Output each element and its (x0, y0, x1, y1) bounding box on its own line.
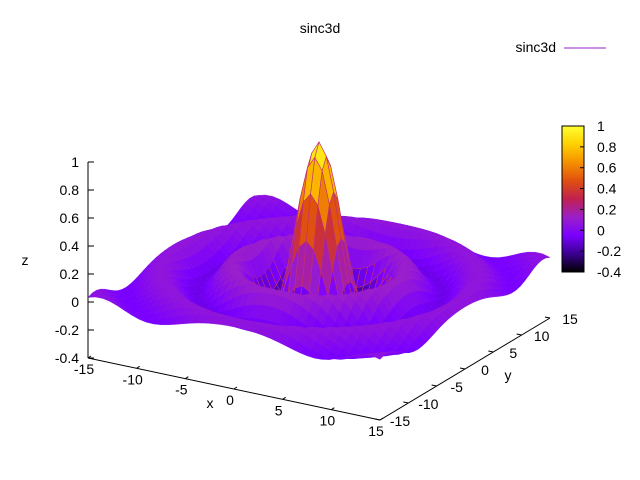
surface-mesh (87, 141, 551, 360)
axis-labels: z x y (22, 252, 512, 411)
x-tick-mark (185, 376, 189, 380)
colorbar-tick-label: 0.6 (597, 160, 617, 176)
colorbar-tick-label: -0.4 (597, 264, 621, 280)
y-tick-mark (431, 384, 437, 387)
x-tick-mark (233, 386, 238, 390)
colorbar-tick-label: 0.4 (597, 181, 617, 197)
z-tick-label: 0 (71, 294, 79, 310)
legend-label: sinc3d (516, 39, 556, 55)
z-tick-label: 0.2 (60, 266, 80, 282)
y-tick-mark (374, 418, 381, 421)
colorbar-gradient (561, 125, 585, 273)
z-tick-label: -0.2 (55, 322, 79, 338)
y-tick-label: -5 (450, 379, 463, 395)
x-tick-mark (136, 365, 140, 369)
x-tick-label: 5 (275, 402, 283, 418)
colorbar-tick-label: 0.8 (597, 139, 617, 155)
colorbar-tick-label: 0.2 (597, 201, 617, 217)
y-tick-mark (403, 401, 409, 404)
colorbar-tick-label: 1 (597, 118, 605, 134)
x-tick-label: -15 (74, 361, 94, 377)
z-axis-label: z (22, 252, 29, 268)
x-tick-mark (379, 417, 384, 421)
y-tick-label: -10 (418, 396, 438, 412)
x-tick-label: 15 (368, 423, 384, 439)
y-tick-mark (488, 350, 494, 353)
legend: sinc3d (516, 39, 606, 55)
y-tick-label: -15 (390, 413, 410, 429)
x-tick-mark (331, 407, 335, 411)
y-tick-label: 5 (509, 345, 517, 361)
x-tick-label: -10 (123, 371, 143, 387)
axes: 10.80.60.40.20-0.2-0.4-15-10-5051015-15-… (55, 154, 578, 439)
y-tick-mark (459, 367, 466, 370)
x-tick-label: -5 (175, 382, 188, 398)
x-tick-mark (282, 396, 286, 400)
chart-title: sinc3d (300, 20, 340, 36)
z-tick-label: 0.4 (60, 238, 80, 254)
z-tick-label: 1 (71, 154, 79, 170)
colorbar-tick-label: -0.2 (597, 243, 621, 259)
z-tick-label: 0.6 (60, 210, 80, 226)
z-tick-label: -0.4 (55, 350, 79, 366)
x-tick-mark (87, 355, 92, 359)
y-tick-label: 0 (481, 362, 489, 378)
x-tick-label: 0 (226, 392, 234, 408)
z-tick-label: 0.8 (60, 182, 80, 198)
surface-cell (87, 292, 101, 298)
y-tick-label: 10 (534, 328, 550, 344)
y-axis-label: y (505, 367, 512, 383)
y-tick-mark (516, 333, 522, 336)
y-tick-label: 15 (562, 311, 578, 327)
x-tick-label: 10 (320, 413, 336, 429)
x-axis-label: x (207, 395, 214, 411)
colorbar-tick-label: 0 (597, 222, 605, 238)
colorbar: 1 0.8 0.6 0.4 0.2 0 -0.2 -0.4 (561, 118, 621, 280)
y-tick-mark (544, 316, 551, 319)
